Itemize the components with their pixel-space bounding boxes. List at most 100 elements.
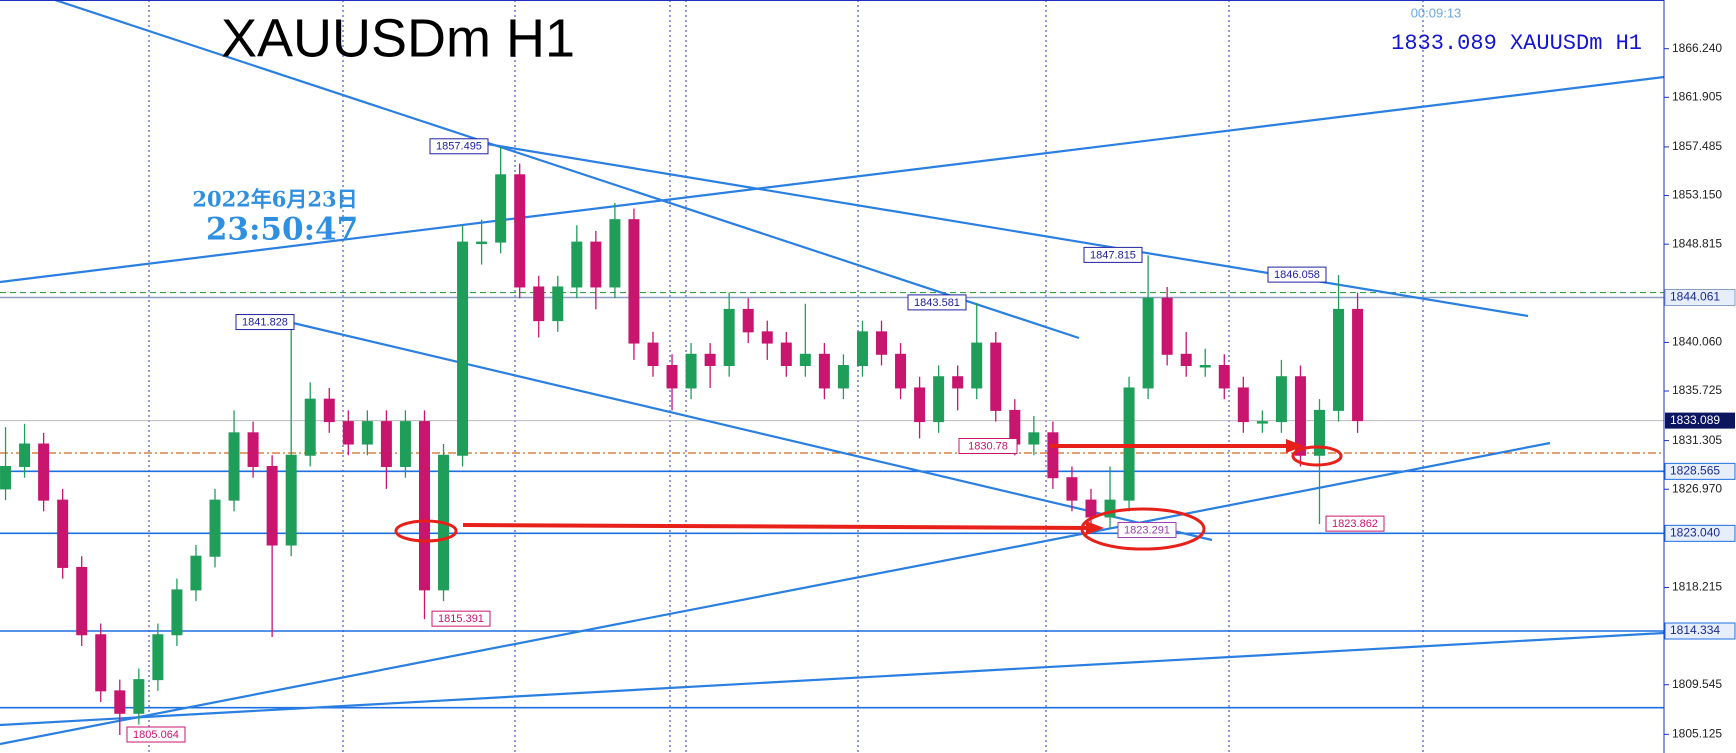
candle-body xyxy=(533,286,545,322)
price-annotation: 1857.495 xyxy=(436,141,482,153)
candle-body xyxy=(418,421,430,591)
trend-line xyxy=(0,75,1665,284)
candle-body xyxy=(57,499,69,568)
markup-drawings xyxy=(394,439,1343,551)
candle-body xyxy=(114,690,126,714)
candle-body xyxy=(171,589,183,636)
candle-body xyxy=(342,421,354,445)
candle-body xyxy=(152,634,164,681)
candle-body xyxy=(704,353,716,367)
y-tick-label: 1857.485 xyxy=(1672,139,1722,153)
candle-body xyxy=(609,219,621,288)
candle-body xyxy=(247,432,259,467)
candle-body xyxy=(761,331,773,344)
level-label: 1823.040 xyxy=(1670,526,1720,540)
candle-body xyxy=(895,353,907,389)
price-annotation-box xyxy=(431,610,491,627)
y-tick-label: 1826.970 xyxy=(1672,481,1722,495)
candle-body xyxy=(1294,376,1306,456)
candle-body xyxy=(1275,376,1287,423)
price-annotation: 1841.828 xyxy=(242,316,288,328)
level-label-box xyxy=(1664,524,1736,542)
candle-body xyxy=(380,421,392,467)
y-tick-label: 1831.305 xyxy=(1672,433,1722,447)
candle-body xyxy=(1142,297,1154,389)
date-label: 2022年6月23日 xyxy=(192,187,357,212)
candle-body xyxy=(666,365,678,389)
candle-body xyxy=(1180,353,1192,367)
level-label-box xyxy=(1664,462,1736,480)
candle-body xyxy=(457,241,469,456)
highlight-ellipse xyxy=(1291,445,1343,467)
candle-body xyxy=(209,499,221,557)
arrow-head xyxy=(1286,439,1304,453)
price-annotation-box xyxy=(1083,246,1143,263)
candle-body xyxy=(1161,297,1173,355)
candle-body xyxy=(723,308,735,367)
candle-body xyxy=(476,241,488,245)
price-annotation-box xyxy=(235,314,295,331)
candle-body xyxy=(685,353,697,389)
arrow xyxy=(462,523,1091,530)
candle-body xyxy=(1218,365,1230,389)
candle-body xyxy=(933,376,945,423)
candle-body xyxy=(552,286,564,322)
price-annotation-box xyxy=(429,138,489,155)
y-tick-label: 1809.545 xyxy=(1672,677,1722,691)
candle-body xyxy=(837,365,849,389)
candle-body xyxy=(1028,432,1040,445)
price-annotation: 1815.391 xyxy=(438,613,484,625)
candle-body xyxy=(514,174,526,288)
price-annotation: 1805.064 xyxy=(133,729,179,741)
candle-body xyxy=(1352,308,1364,422)
candle-body xyxy=(190,555,202,591)
price-annotation-box xyxy=(1267,266,1327,283)
candle-body xyxy=(19,443,31,467)
candle-body xyxy=(0,465,12,490)
candle-body xyxy=(495,174,507,243)
trend-line xyxy=(292,321,1213,542)
candle-body xyxy=(266,465,278,546)
candle-body xyxy=(647,342,659,367)
candle-body xyxy=(1199,365,1211,368)
current-price-box xyxy=(1665,412,1735,429)
candle-body xyxy=(228,432,240,501)
candle-body xyxy=(1313,409,1325,456)
candle-body xyxy=(780,342,792,367)
candle-body xyxy=(1104,499,1116,518)
candle-body xyxy=(76,566,88,636)
symbol-label: 1833.089 XAUUSDm H1 xyxy=(1391,31,1642,56)
y-tick-label: 1840.060 xyxy=(1672,335,1722,349)
time-label: 23:50:47 xyxy=(206,212,358,248)
candle-body xyxy=(571,241,583,288)
level-label-box xyxy=(1664,289,1736,307)
candle-body xyxy=(1085,499,1097,518)
candle-body xyxy=(1237,387,1249,423)
trend-line xyxy=(54,0,1080,340)
y-tick-label: 1861.905 xyxy=(1672,89,1722,103)
trend-line xyxy=(486,142,1529,318)
candle-body xyxy=(1256,421,1268,424)
candle-body xyxy=(1047,432,1059,479)
y-tick-label: 1853.150 xyxy=(1672,188,1722,202)
y-tick-label: 1848.815 xyxy=(1672,236,1722,250)
level-label-box xyxy=(1664,622,1736,640)
price-annotation: 1843.581 xyxy=(914,297,960,309)
candle-body xyxy=(590,241,602,288)
trend-line xyxy=(0,441,1551,746)
trend-line xyxy=(0,631,1665,727)
y-tick-label: 1835.725 xyxy=(1672,383,1722,397)
candle-body xyxy=(1066,477,1078,501)
chart-title: XAUUSDm H1 xyxy=(221,8,575,68)
candle-body xyxy=(799,353,811,367)
price-annotation-box xyxy=(126,726,186,743)
price-annotation-box xyxy=(1325,515,1385,532)
candle-body xyxy=(399,421,411,467)
timer: 00:09:13 xyxy=(1411,5,1462,20)
candle-body xyxy=(323,398,335,423)
highlight-ellipse xyxy=(394,519,458,543)
candles xyxy=(0,146,1364,736)
candle-body xyxy=(914,387,926,423)
price-annotation: 1823.291 xyxy=(1124,524,1170,536)
